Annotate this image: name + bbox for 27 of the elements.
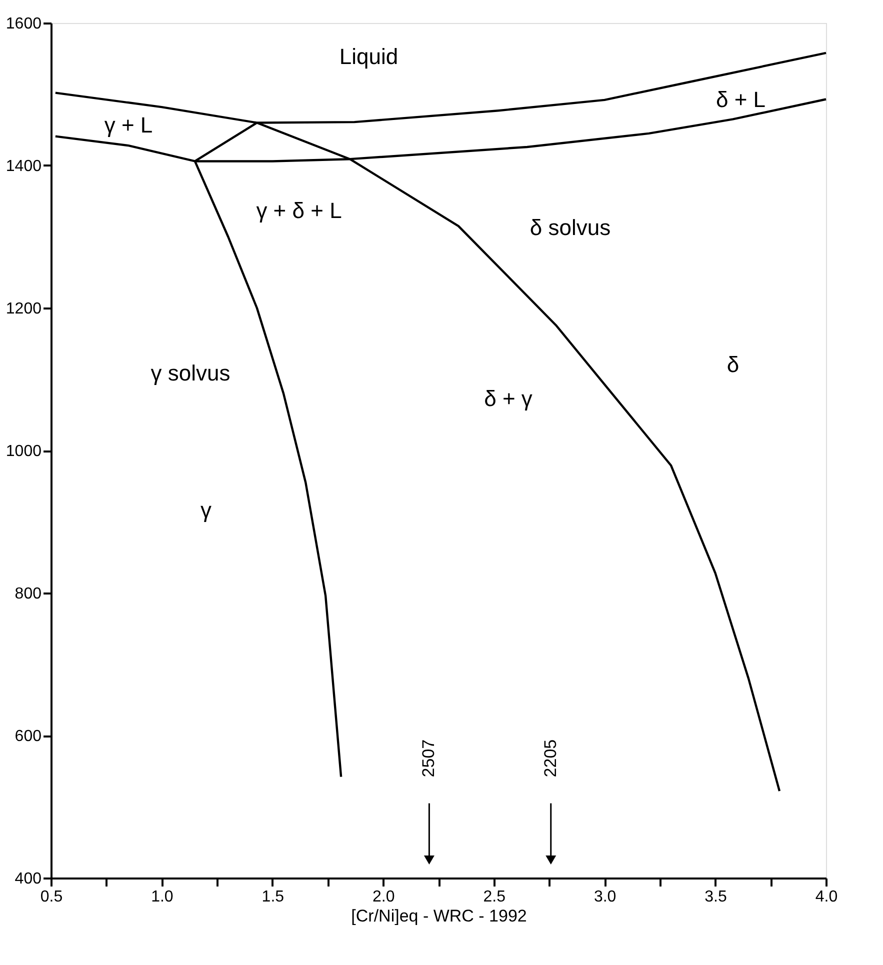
annotation: δ solvus [530,215,611,240]
y-tick-label: 1600 [6,16,42,32]
x-tick-label: 2.0 [372,888,395,906]
annotation: γ + δ + L [256,198,342,224]
x-tick-label: 3.0 [594,888,616,906]
y-tick-label: 1200 [6,300,42,318]
x-tick-label: 3.5 [704,888,728,906]
x-tick-label: 1.5 [262,888,284,906]
y-tick-label: 1400 [6,158,42,175]
x-tick-label: 0.5 [40,888,63,906]
x-tick-label: 2.5 [483,888,506,906]
annotation: γ + L [104,112,153,138]
y-tick-label: 600 [14,728,42,745]
annotation: Liquid [339,44,398,70]
x-tick-label: 4.0 [815,888,838,906]
annotation: δ + γ [484,386,532,412]
x-axis-title: [Cr/Ni]eq - WRC - 1992 [351,906,527,926]
annotation: γ [200,497,212,522]
y-tick-label: 800 [14,586,42,602]
annotation: δ + L [716,86,766,112]
annotation: γ solvus [150,360,230,386]
annotation: 2205 [540,739,560,778]
y-tick-label: 400 [14,870,42,888]
x-tick-label: 1.0 [151,888,174,906]
annotation: 2507 [419,739,438,778]
y-tick-label: 1000 [6,443,42,460]
annotation: δ [726,352,740,377]
